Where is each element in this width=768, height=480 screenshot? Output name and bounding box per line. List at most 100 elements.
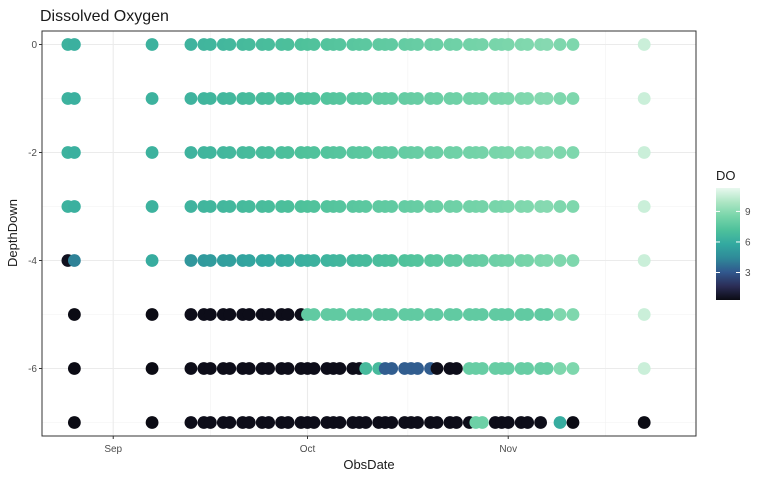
legend-tick-label: 3 (745, 268, 751, 279)
data-point (333, 92, 347, 105)
data-point (450, 416, 463, 429)
data-point (262, 308, 276, 321)
data-point (203, 38, 217, 51)
data-point (145, 308, 159, 321)
data-point (242, 308, 256, 321)
data-point (385, 362, 399, 375)
data-point (475, 38, 489, 51)
data-point (475, 92, 489, 105)
data-point (67, 92, 81, 105)
data-point (307, 362, 321, 375)
panel-background (42, 31, 696, 436)
data-point (553, 200, 567, 213)
y-axis-ticks: 0 -2 -4 -6 (28, 40, 42, 375)
data-point (566, 362, 580, 375)
data-point (184, 362, 198, 375)
data-point (307, 416, 321, 429)
data-point (281, 254, 295, 267)
data-point (501, 362, 515, 375)
data-point (242, 200, 256, 213)
data-point (145, 146, 159, 159)
data-point (262, 200, 276, 213)
data-point (67, 254, 81, 267)
data-point (411, 92, 424, 105)
data-point (450, 308, 463, 321)
data-point (637, 146, 651, 159)
data-point (184, 254, 198, 267)
data-point (262, 416, 276, 429)
data-point (637, 92, 651, 105)
data-point (67, 362, 81, 375)
data-point (242, 254, 256, 267)
data-point (333, 38, 347, 51)
data-point (203, 200, 217, 213)
y-axis-title: DepthDown (5, 199, 20, 267)
data-point (307, 146, 321, 159)
data-point (540, 146, 554, 159)
data-point (184, 38, 198, 51)
data-point (67, 146, 81, 159)
data-point (540, 362, 554, 375)
data-point (262, 92, 276, 105)
data-point (540, 200, 554, 213)
data-point (553, 362, 567, 375)
color-legend: DO 3 6 9 (716, 168, 751, 300)
chart-title: Dissolved Oxygen (40, 8, 169, 25)
data-point (521, 416, 535, 429)
data-point (637, 38, 651, 51)
data-point (145, 416, 159, 429)
data-point (281, 92, 295, 105)
data-point (450, 92, 463, 105)
data-point (281, 38, 295, 51)
data-point (203, 146, 217, 159)
data-point (145, 362, 159, 375)
data-point (333, 362, 347, 375)
data-point (475, 146, 489, 159)
data-point (430, 200, 444, 213)
data-point (359, 416, 373, 429)
data-point (262, 146, 276, 159)
plot-panel (42, 31, 696, 436)
data-point (333, 146, 347, 159)
data-point (521, 146, 535, 159)
data-point (184, 416, 198, 429)
data-point (242, 92, 256, 105)
data-point (475, 200, 489, 213)
data-point (145, 254, 159, 267)
data-point (262, 38, 276, 51)
data-point (430, 92, 444, 105)
data-point (521, 200, 535, 213)
data-point (540, 92, 554, 105)
data-point (333, 308, 347, 321)
data-point (223, 146, 237, 159)
data-point (67, 38, 81, 51)
data-point (553, 416, 567, 429)
data-point (385, 92, 399, 105)
data-point (359, 92, 373, 105)
data-point (501, 254, 515, 267)
data-point (145, 92, 159, 105)
data-point (430, 146, 444, 159)
data-point (450, 146, 463, 159)
data-point (411, 254, 424, 267)
data-point (359, 200, 373, 213)
data-point (223, 200, 237, 213)
data-point (359, 308, 373, 321)
data-point (475, 308, 489, 321)
data-point (430, 362, 444, 375)
data-point (333, 254, 347, 267)
data-point (385, 38, 399, 51)
data-point (430, 38, 444, 51)
legend-tick-label: 9 (745, 207, 751, 218)
data-point (450, 254, 463, 267)
data-point (242, 362, 256, 375)
x-axis-ticks: Sep Oct Nov (104, 436, 517, 455)
data-point (566, 200, 580, 213)
data-point (637, 416, 651, 429)
data-point (411, 200, 424, 213)
legend-title: DO (716, 168, 736, 183)
data-point (223, 38, 237, 51)
data-point (521, 308, 535, 321)
